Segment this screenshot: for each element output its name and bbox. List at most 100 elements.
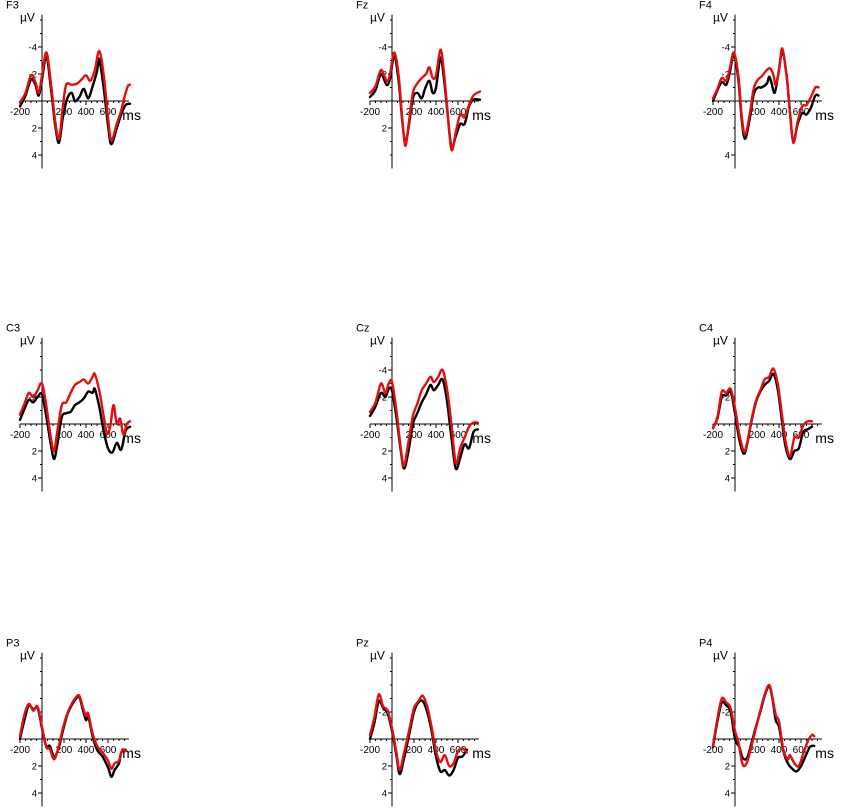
x-tick-label: 200 [406, 430, 423, 441]
y-tick-label: 4 [382, 474, 387, 485]
x-tick-label: 600 [100, 745, 117, 756]
y-unit-label: µV [370, 334, 385, 348]
series-line-red [711, 367, 814, 458]
x-tick-label: 200 [406, 745, 423, 756]
x-tick-label: 400 [78, 430, 95, 441]
series-line-red [18, 49, 132, 142]
y-tick-label: 4 [725, 151, 730, 162]
y-tick-label: -2 [379, 708, 387, 719]
y-unit-label: µV [713, 11, 728, 25]
x-tick-label: -200 [703, 430, 723, 441]
panel-title: C4 [699, 323, 713, 335]
panel-title: F4 [699, 0, 712, 12]
x-tick-label: 200 [406, 107, 423, 118]
x-unit-label: ms [122, 107, 141, 123]
y-tick-label: 4 [725, 474, 730, 485]
x-tick-label: 200 [56, 745, 73, 756]
y-tick-label: 4 [32, 151, 37, 162]
x-unit-label: ms [122, 745, 141, 761]
y-tick-label: -2 [722, 70, 730, 81]
series-line-black [18, 387, 132, 461]
y-tick-label: 2 [32, 124, 37, 135]
x-unit-label: ms [815, 745, 834, 761]
x-unit-label: ms [122, 430, 141, 446]
y-unit-label: µV [713, 649, 728, 663]
x-unit-label: ms [472, 430, 491, 446]
y-tick-label: -2 [379, 393, 387, 404]
x-tick-label: 200 [749, 107, 766, 118]
x-tick-label: 600 [100, 430, 117, 441]
panel-title: F3 [6, 0, 19, 12]
x-tick-label: -200 [360, 745, 380, 756]
x-unit-label: ms [472, 107, 491, 123]
x-unit-label: ms [815, 107, 834, 123]
series-line-red [711, 47, 820, 145]
series-line-red [368, 368, 479, 468]
x-tick-label: 200 [56, 430, 73, 441]
x-tick-label: -200 [703, 745, 723, 756]
x-tick-label: -200 [10, 107, 30, 118]
y-tick-label: -4 [722, 43, 730, 54]
series-line-red [18, 372, 132, 453]
x-tick-label: 400 [771, 107, 788, 118]
y-unit-label: µV [20, 334, 35, 348]
y-tick-label: -2 [722, 393, 730, 404]
x-tick-label: -200 [703, 107, 723, 118]
x-tick-label: 600 [450, 430, 467, 441]
y-tick-label: 2 [382, 447, 387, 458]
y-tick-label: 4 [725, 789, 730, 800]
x-tick-label: 400 [78, 107, 95, 118]
x-tick-label: -200 [360, 107, 380, 118]
x-unit-label: ms [472, 745, 491, 761]
y-unit-label: µV [20, 11, 35, 25]
y-tick-label: 4 [382, 789, 387, 800]
series-line-red [368, 48, 482, 152]
series-line-red [711, 683, 816, 768]
x-tick-label: 600 [450, 107, 467, 118]
y-tick-label: 2 [382, 762, 387, 773]
x-tick-label: 200 [749, 745, 766, 756]
x-tick-label: 200 [749, 430, 766, 441]
panel-title: C3 [6, 323, 20, 335]
panel-title: Pz [356, 638, 369, 650]
x-tick-label: 400 [428, 107, 445, 118]
y-unit-label: µV [370, 11, 385, 25]
panel-title: Cz [356, 323, 369, 335]
panel-title: P4 [699, 638, 712, 650]
x-tick-label: 400 [428, 430, 445, 441]
series-line-red [368, 693, 468, 772]
y-tick-label: -4 [29, 43, 37, 54]
x-tick-label: -200 [10, 745, 30, 756]
y-unit-label: µV [20, 649, 35, 663]
y-tick-label: 2 [32, 762, 37, 773]
series-line-black [711, 51, 820, 143]
y-tick-label: 2 [725, 762, 730, 773]
y-tick-label: 2 [725, 447, 730, 458]
panel-title: P3 [6, 638, 19, 650]
x-tick-label: -200 [360, 430, 380, 441]
y-tick-label: 4 [32, 789, 37, 800]
panel-title: Fz [356, 0, 368, 12]
x-tick-label: 400 [771, 430, 788, 441]
series-line-red [18, 693, 127, 770]
x-tick-label: 400 [78, 745, 95, 756]
series-line-black [368, 377, 479, 471]
y-tick-label: -4 [379, 43, 387, 54]
x-tick-label: -200 [10, 430, 30, 441]
x-tick-label: 600 [793, 745, 810, 756]
y-tick-label: -2 [722, 708, 730, 719]
x-tick-label: 400 [771, 745, 788, 756]
y-tick-label: 2 [382, 124, 387, 135]
y-unit-label: µV [370, 649, 385, 663]
y-tick-label: 2 [32, 447, 37, 458]
